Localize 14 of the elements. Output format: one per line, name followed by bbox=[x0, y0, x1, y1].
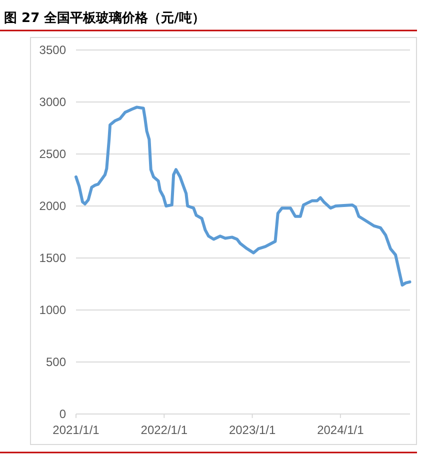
x-tick-label: 2022/1/1 bbox=[140, 423, 188, 437]
line-series bbox=[74, 106, 412, 287]
chart-title: 图 27 全国平板玻璃价格（元/吨） bbox=[4, 10, 205, 26]
y-tick-label: 3500 bbox=[39, 43, 66, 57]
y-tick-label: 2500 bbox=[39, 147, 66, 161]
y-tick-label: 1000 bbox=[39, 303, 66, 317]
y-tick-label: 500 bbox=[46, 355, 66, 369]
y-tick-label: 0 bbox=[59, 407, 66, 421]
x-tick-label: 2021/1/1 bbox=[52, 423, 100, 437]
x-tick-label: 2023/1/1 bbox=[228, 423, 276, 437]
y-tick-label: 1500 bbox=[39, 251, 66, 265]
y-tick-label: 2000 bbox=[39, 199, 66, 213]
y-tick-label: 3000 bbox=[39, 95, 66, 109]
x-tick-label: 2024/1/1 bbox=[317, 423, 364, 437]
